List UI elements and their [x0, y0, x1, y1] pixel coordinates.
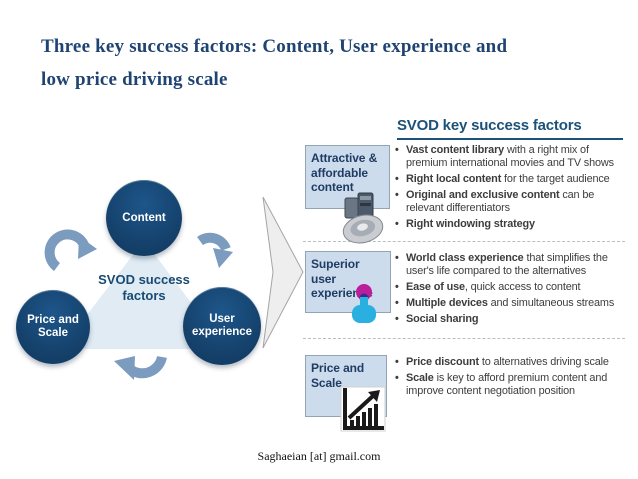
- bullet-icon: [395, 173, 406, 186]
- list-item: Right local content for the target audie…: [395, 173, 633, 186]
- divider: [303, 338, 625, 339]
- bullet-icon: [395, 297, 406, 310]
- bullet-icon: [395, 313, 406, 326]
- bullet-icon: [395, 218, 406, 231]
- footer-email: Saghaeian [at] gmail.com: [257, 449, 381, 463]
- list-item: Price discount to alternatives driving s…: [395, 356, 633, 369]
- bullet-group-content: Vast content library with a right mix of…: [395, 144, 633, 234]
- diagram-center-label: SVOD success factors: [98, 272, 190, 303]
- divider: [303, 241, 625, 242]
- triangle-shape: [68, 245, 219, 349]
- list-item: World class experience that simplifies t…: [395, 252, 633, 278]
- film-reels-icon: [342, 192, 384, 244]
- bullet-group-user-experience: World class experience that simplifies t…: [395, 252, 633, 329]
- bullet-icon: [395, 144, 406, 170]
- node-price-and-scale-label: Price and Scale: [27, 314, 79, 339]
- page-title-line1: Three key success factors: Content, User…: [41, 36, 508, 57]
- growth-chart-icon: [340, 386, 386, 432]
- list-item: Social sharing: [395, 313, 633, 326]
- node-user-experience-label: User experience: [191, 313, 253, 338]
- page-title: Three key success factors: Content, User…: [41, 30, 616, 96]
- node-content-label: Content: [122, 211, 166, 224]
- cycle-arrowheads: [78, 236, 233, 380]
- factor-box-user-experience: Superior user experience: [305, 251, 391, 313]
- page-title-line2: low price driving scale: [41, 69, 228, 90]
- factor-box-content: Attractive & affordable content: [305, 145, 390, 209]
- press-button-hand-icon: [352, 284, 376, 323]
- list-item: Vast content library with a right mix of…: [395, 144, 633, 170]
- list-item: Multiple devices and simultaneous stream…: [395, 297, 633, 310]
- panel-header: SVOD key success factors: [397, 117, 623, 140]
- list-item: Right windowing strategy: [395, 218, 633, 231]
- bullet-group-price-scale: Price discount to alternatives driving s…: [395, 356, 633, 401]
- bullet-icon: [395, 252, 406, 278]
- bullet-icon: [395, 372, 406, 398]
- node-content: Content: [106, 180, 182, 256]
- right-arrow-icon: [262, 196, 304, 349]
- list-item: Ease of use, quick access to content: [395, 281, 633, 294]
- node-user-experience: User experience: [183, 287, 261, 365]
- node-price-and-scale: Price and Scale: [16, 290, 90, 364]
- list-item: Scale is key to afford premium content a…: [395, 372, 633, 398]
- bullet-icon: [395, 356, 406, 369]
- list-item: Original and exclusive content can be re…: [395, 189, 633, 215]
- bullet-icon: [395, 189, 406, 215]
- bullet-icon: [395, 281, 406, 294]
